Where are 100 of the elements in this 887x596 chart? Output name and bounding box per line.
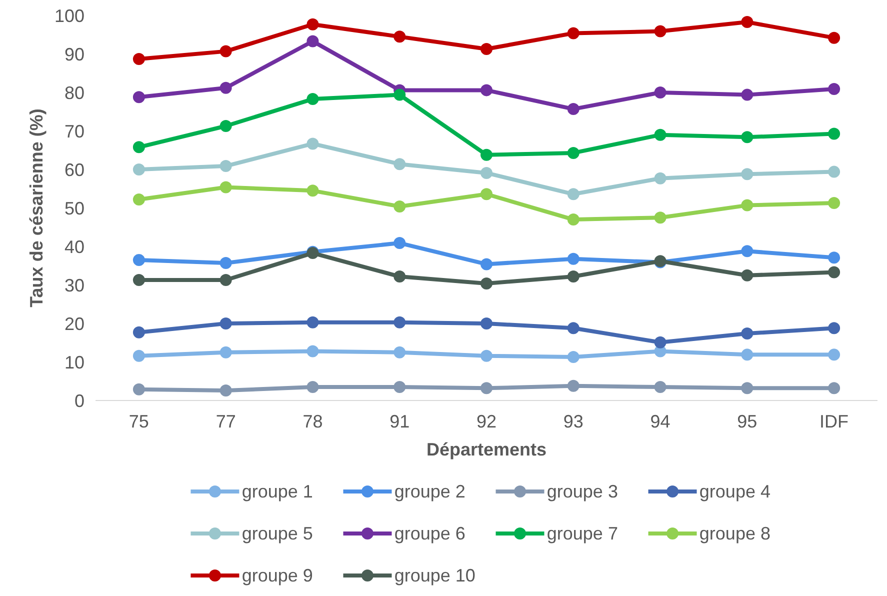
point xyxy=(394,200,406,212)
point xyxy=(741,131,754,144)
point xyxy=(306,345,319,358)
point xyxy=(132,141,145,154)
y-tick-label: 80 xyxy=(64,83,85,103)
y-axis-title: Taux de césarienne (%) xyxy=(26,108,46,308)
point xyxy=(306,35,319,48)
point xyxy=(394,237,406,250)
legend-label: groupe 7 xyxy=(546,524,618,544)
point xyxy=(220,346,232,358)
point xyxy=(480,148,492,161)
legend-label: groupe 6 xyxy=(394,524,466,544)
point xyxy=(828,197,840,209)
point xyxy=(220,181,232,194)
point xyxy=(828,252,840,264)
point xyxy=(480,43,492,55)
point xyxy=(220,160,232,172)
point xyxy=(220,257,232,270)
point xyxy=(220,274,232,286)
point xyxy=(741,382,754,394)
point xyxy=(654,172,666,184)
point xyxy=(567,270,580,283)
point xyxy=(394,88,406,101)
point xyxy=(220,82,232,94)
y-tick-label: 90 xyxy=(64,44,85,64)
point xyxy=(567,380,580,392)
legend-label: groupe 1 xyxy=(242,482,313,502)
legend-label: groupe 3 xyxy=(546,482,618,502)
point xyxy=(132,91,145,104)
point xyxy=(741,269,754,282)
legend-label: groupe 10 xyxy=(394,566,476,586)
x-tick-label: 94 xyxy=(650,412,670,432)
legend-label: groupe 8 xyxy=(699,524,770,544)
point xyxy=(828,322,840,334)
point xyxy=(394,270,406,283)
x-tick-label: 78 xyxy=(302,412,323,432)
point xyxy=(567,27,580,40)
point xyxy=(741,16,754,28)
point xyxy=(567,146,580,159)
point xyxy=(132,164,145,176)
point xyxy=(132,274,145,286)
y-tick-label: 50 xyxy=(64,198,85,218)
point xyxy=(741,245,754,258)
point xyxy=(741,168,754,180)
point xyxy=(567,188,580,200)
point xyxy=(480,188,492,200)
point xyxy=(828,32,840,44)
point xyxy=(654,381,666,394)
x-tick-label: 93 xyxy=(563,412,584,432)
point xyxy=(567,322,580,334)
point xyxy=(828,128,840,140)
point xyxy=(828,348,840,361)
point xyxy=(132,53,145,65)
y-tick-label: 0 xyxy=(74,391,85,411)
point xyxy=(220,318,232,330)
point xyxy=(306,184,319,197)
point xyxy=(567,103,580,116)
point xyxy=(132,326,145,338)
point xyxy=(480,382,492,394)
x-tick-label: 91 xyxy=(390,412,410,432)
point xyxy=(394,346,406,358)
point xyxy=(306,18,319,30)
point xyxy=(828,382,840,394)
point xyxy=(306,381,319,394)
point xyxy=(220,384,232,396)
point xyxy=(654,128,666,141)
legend-label: groupe 5 xyxy=(242,524,313,544)
x-tick-label: 77 xyxy=(216,412,236,432)
x-tick-label: 75 xyxy=(128,412,149,432)
point xyxy=(394,381,406,394)
x-tick-label: IDF xyxy=(820,412,849,432)
point xyxy=(654,86,666,98)
point xyxy=(828,166,840,178)
point xyxy=(132,254,145,266)
point xyxy=(567,252,580,265)
legend-label: groupe 9 xyxy=(242,566,313,586)
point xyxy=(132,350,145,362)
point xyxy=(567,214,580,226)
legend-label: groupe 4 xyxy=(699,482,770,502)
point xyxy=(741,199,754,212)
point xyxy=(480,318,492,330)
point xyxy=(480,350,492,362)
y-tick-label: 10 xyxy=(64,352,85,372)
y-tick-label: 60 xyxy=(64,160,85,180)
y-tick-label: 20 xyxy=(64,314,85,334)
point xyxy=(828,266,840,278)
point xyxy=(654,212,666,224)
point xyxy=(394,316,406,328)
point xyxy=(394,158,406,170)
x-tick-label: 92 xyxy=(476,412,497,432)
point xyxy=(741,88,754,101)
point xyxy=(132,383,145,396)
point xyxy=(480,84,492,96)
point xyxy=(306,93,319,106)
point xyxy=(741,348,754,361)
point xyxy=(828,83,840,96)
y-tick-label: 40 xyxy=(64,237,85,257)
point xyxy=(306,138,319,150)
point xyxy=(654,336,666,348)
point xyxy=(741,328,754,340)
